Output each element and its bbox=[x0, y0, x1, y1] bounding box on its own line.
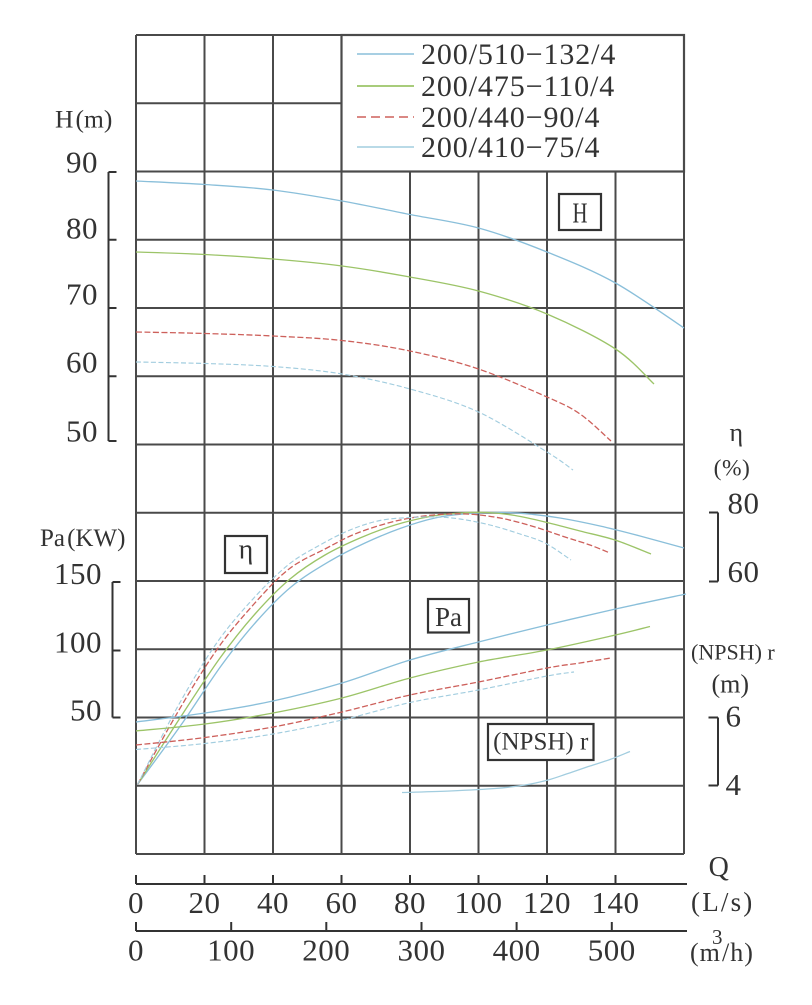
svg-text:H (m): H (m) bbox=[55, 105, 112, 134]
svg-text:H: H bbox=[573, 198, 588, 230]
svg-text:140: 140 bbox=[592, 885, 640, 920]
svg-text:80: 80 bbox=[394, 885, 426, 920]
svg-text:0: 0 bbox=[128, 933, 144, 968]
svg-text:300: 300 bbox=[397, 933, 445, 968]
svg-text:100: 100 bbox=[455, 885, 503, 920]
svg-text:80: 80 bbox=[66, 210, 98, 245]
svg-text:200/410−75/4: 200/410−75/4 bbox=[421, 131, 600, 164]
svg-text:Pa: Pa bbox=[435, 602, 462, 632]
svg-text:/h): /h) bbox=[722, 938, 754, 967]
svg-text:50: 50 bbox=[66, 414, 98, 449]
svg-text:90: 90 bbox=[66, 145, 98, 180]
svg-text:40: 40 bbox=[257, 885, 289, 920]
svg-text:η: η bbox=[239, 535, 254, 566]
svg-text:100: 100 bbox=[54, 624, 102, 659]
svg-text:η: η bbox=[729, 418, 743, 447]
svg-text:(m): (m) bbox=[712, 670, 750, 699]
svg-text:60: 60 bbox=[326, 885, 358, 920]
svg-text:60: 60 bbox=[728, 554, 760, 589]
svg-text:200/510−132/4: 200/510−132/4 bbox=[421, 38, 616, 71]
svg-text:120: 120 bbox=[523, 885, 571, 920]
svg-text:200: 200 bbox=[302, 933, 350, 968]
svg-text:20: 20 bbox=[189, 885, 221, 920]
svg-text:6: 6 bbox=[726, 699, 742, 734]
svg-text:(%): (%) bbox=[714, 456, 751, 482]
svg-text:70: 70 bbox=[66, 277, 98, 312]
svg-text:50: 50 bbox=[70, 693, 102, 728]
svg-text:150: 150 bbox=[54, 556, 102, 591]
svg-text:200/440−90/4: 200/440−90/4 bbox=[421, 101, 600, 134]
svg-text:60: 60 bbox=[66, 344, 98, 379]
svg-text:(L/s): (L/s) bbox=[691, 887, 754, 917]
svg-text:80: 80 bbox=[728, 486, 760, 521]
svg-text:Pa (KW): Pa (KW) bbox=[40, 525, 125, 552]
svg-text:100: 100 bbox=[207, 933, 255, 968]
svg-text:0: 0 bbox=[128, 885, 144, 920]
svg-text:(NPSH) r: (NPSH) r bbox=[691, 640, 775, 665]
svg-text:Q: Q bbox=[709, 852, 730, 883]
svg-text:4: 4 bbox=[726, 767, 742, 802]
svg-text:200/475−110/4: 200/475−110/4 bbox=[421, 70, 615, 103]
svg-text:400: 400 bbox=[493, 933, 541, 968]
svg-text:3: 3 bbox=[712, 925, 723, 949]
svg-text:(NPSH) r: (NPSH) r bbox=[493, 729, 589, 756]
svg-text:500: 500 bbox=[588, 933, 636, 968]
svg-text:(m: (m bbox=[690, 938, 721, 967]
